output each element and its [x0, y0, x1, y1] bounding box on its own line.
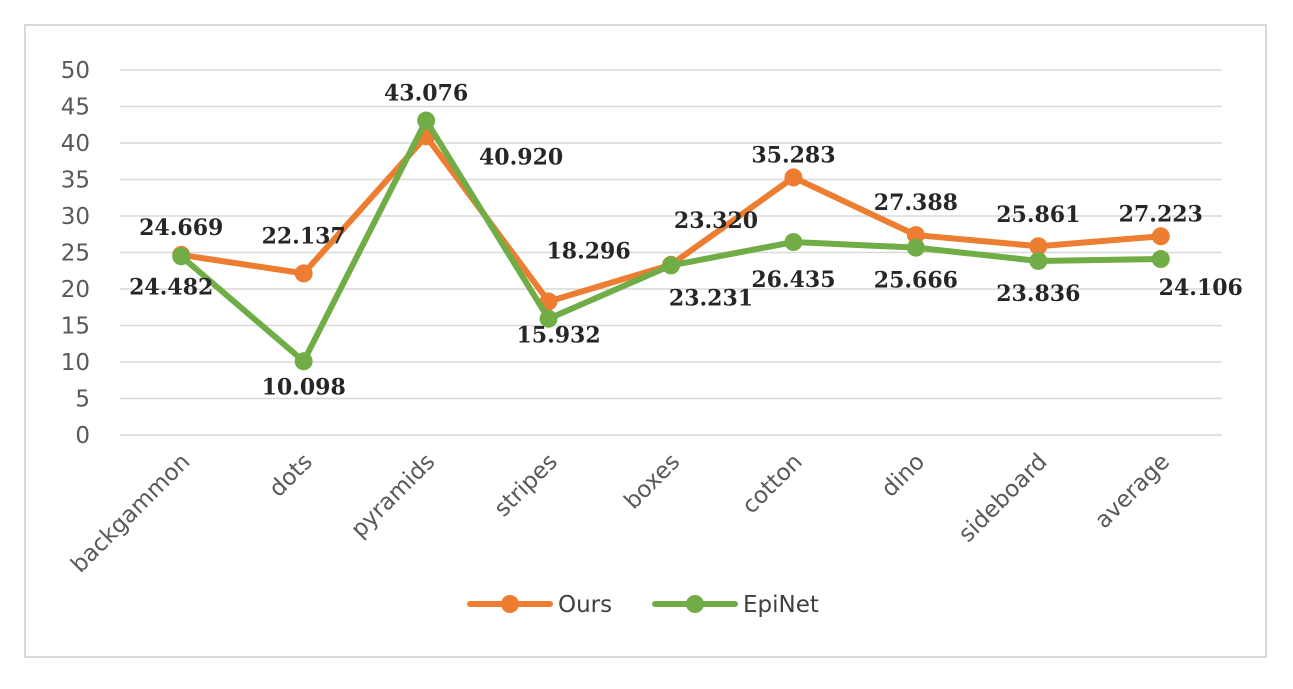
y-tick-label: 40: [61, 131, 90, 157]
data-label-epinet-boxes: 23.231: [669, 285, 753, 311]
data-label-epinet-average: 24.106: [1159, 275, 1243, 301]
data-labels: 24.669 22.137 40.920 18.296 23.320 35.283 27.3…: [129, 81, 1243, 401]
y-tick-label: 45: [61, 95, 90, 121]
x-tick-label-pyramids: pyramids: [346, 449, 440, 543]
data-label-ours-dots: 22.137: [262, 223, 346, 249]
x-tick-label-boxes: boxes: [619, 449, 685, 515]
data-point-epinet-dots: [294, 352, 313, 371]
legend: Ours EpiNet: [467, 592, 819, 618]
x-tick-label-sideboard: sideboard: [954, 449, 1053, 548]
data-label-epinet-sideboard: 23.836: [996, 281, 1080, 307]
legend-marker-ours: [501, 595, 519, 613]
y-axis-tick-labels: 0 5 10 15 20 25 30 35 40 45 50: [61, 58, 90, 449]
data-label-ours-backgammon: 24.669: [139, 215, 223, 241]
data-point-epinet-cotton: [784, 233, 803, 252]
y-tick-label: 30: [61, 204, 90, 230]
data-label-epinet-dino: 25.666: [874, 268, 958, 294]
data-point-epinet-sideboard: [1029, 251, 1048, 270]
data-point-epinet-dino: [906, 238, 925, 257]
legend-label-epinet: EpiNet: [743, 592, 819, 618]
data-label-ours-average: 27.223: [1119, 201, 1203, 227]
data-label-ours-boxes: 23.320: [674, 208, 758, 234]
y-tick-label: 20: [61, 277, 90, 303]
data-label-epinet-dots: 10.098: [262, 374, 346, 400]
x-axis-tick-labels: backgammon dots pyramids stripes boxes cotton…: [66, 449, 1175, 578]
data-point-ours-dots: [294, 264, 313, 283]
data-point-epinet-pyramids: [417, 111, 436, 130]
legend-marker-epinet: [686, 595, 704, 613]
data-point-ours-sideboard: [1029, 237, 1048, 256]
data-label-ours-sideboard: 25.861: [996, 202, 1080, 228]
data-point-epinet-average: [1151, 250, 1170, 269]
data-point-epinet-backgammon: [172, 247, 191, 266]
x-tick-label-average: average: [1090, 449, 1175, 534]
y-tick-label: 10: [61, 350, 90, 376]
y-tick-label: 25: [61, 241, 90, 267]
y-tick-label: 50: [61, 58, 90, 84]
data-label-epinet-cotton: 26.435: [751, 267, 835, 293]
data-label-ours-stripes: 18.296: [546, 238, 630, 264]
y-tick-label: 5: [75, 387, 90, 413]
data-point-ours-dino: [906, 226, 925, 245]
data-point-epinet-stripes: [539, 309, 558, 328]
data-point-ours-average: [1151, 227, 1170, 246]
data-point-epinet-boxes: [662, 256, 680, 275]
data-label-ours-cotton: 35.283: [751, 142, 835, 168]
legend-label-ours: Ours: [558, 592, 612, 618]
x-tick-label-cotton: cotton: [737, 449, 807, 519]
data-label-ours-dino: 27.388: [874, 190, 958, 216]
series-lines: [172, 111, 1170, 371]
x-tick-label-backgammon: backgammon: [66, 449, 195, 578]
data-label-epinet-stripes: 15.932: [516, 323, 600, 349]
x-tick-label-stripes: stripes: [490, 449, 563, 522]
y-tick-label: 0: [75, 423, 90, 449]
data-label-epinet-pyramids: 43.076: [384, 81, 468, 107]
x-tick-label-dino: dino: [877, 449, 930, 502]
data-label-epinet-backgammon: 24.482: [129, 274, 213, 300]
x-tick-label-dots: dots: [264, 449, 318, 503]
data-point-ours-cotton: [784, 168, 803, 187]
data-label-ours-pyramids: 40.920: [479, 144, 563, 170]
chart-frame: [24, 24, 1267, 658]
y-tick-label: 15: [61, 314, 90, 340]
y-tick-label: 35: [61, 168, 90, 194]
